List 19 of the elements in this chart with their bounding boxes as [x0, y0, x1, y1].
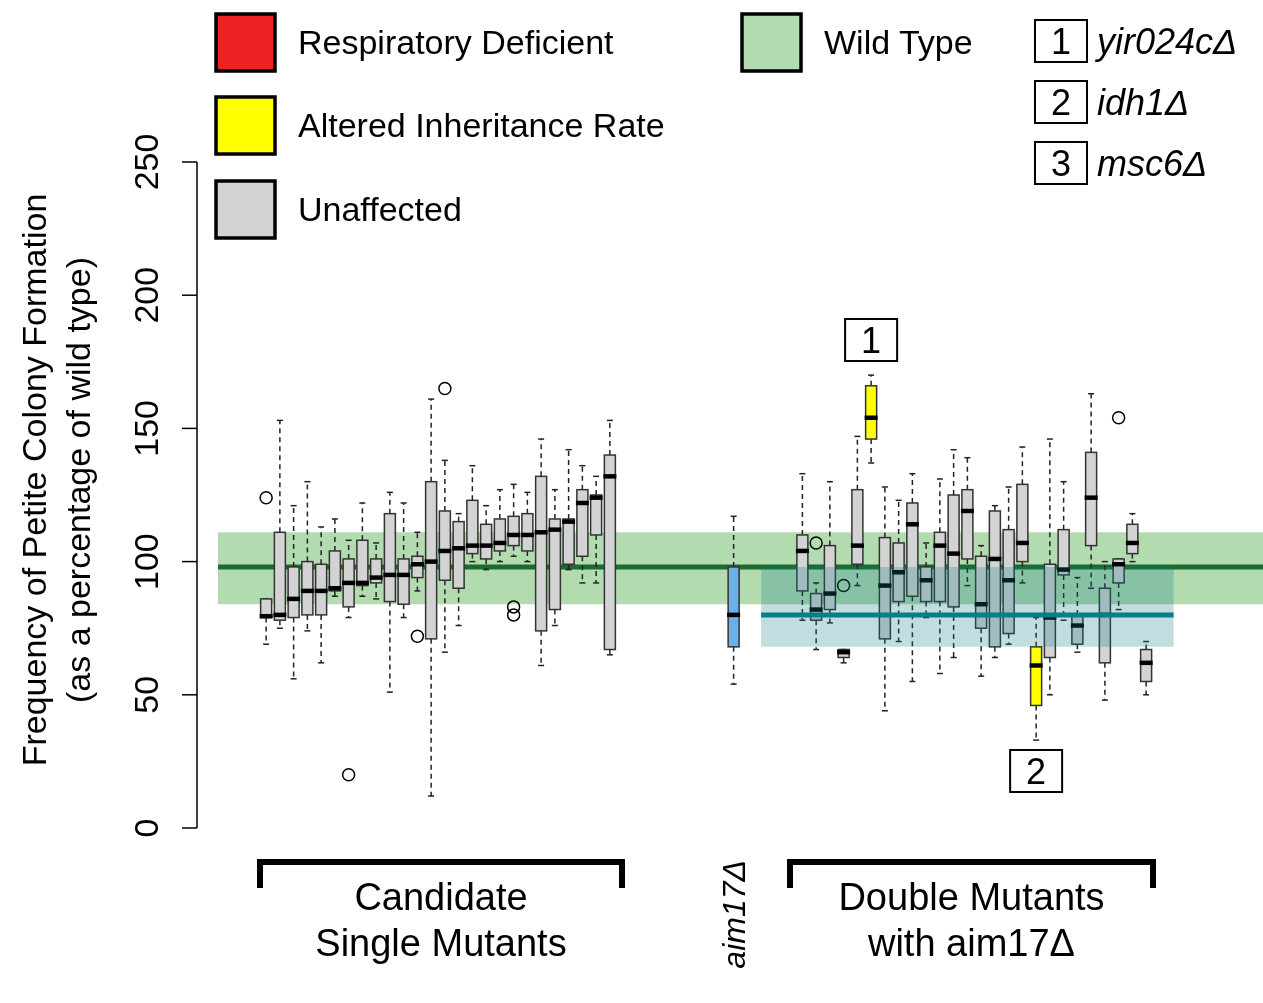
legend-label: Unaffected	[298, 190, 462, 228]
y-tick-label: 250	[127, 133, 165, 191]
y-axis-title: Frequency of Petite Colony Formation (as a percentage of wild type)	[15, 193, 97, 767]
text: 1 yir024cΔ	[1050, 21, 1238, 62]
legend-label: Wild Type	[824, 23, 973, 61]
text: 2 idh1Δ	[1050, 82, 1190, 123]
y-tick-label: 150	[127, 400, 165, 457]
annotation: 2	[1026, 751, 1047, 792]
text: Double Mutants with aim17Δ	[838, 876, 1105, 964]
y-tick-label: 200	[127, 266, 165, 324]
y-tick-label: 50	[127, 675, 165, 714]
annotation: 3 msc6Δ	[1050, 143, 1208, 184]
y-tick-label: 0	[127, 818, 165, 838]
legend-label: Altered Inheritance Rate	[298, 106, 665, 144]
x-tick-label: aim17Δ	[715, 860, 752, 969]
annotation: 1	[861, 320, 882, 361]
text: Candidate Single Mutants	[315, 876, 567, 964]
y-tick-label: 100	[127, 533, 165, 590]
legend-label: Respiratory Deficient	[298, 23, 615, 61]
